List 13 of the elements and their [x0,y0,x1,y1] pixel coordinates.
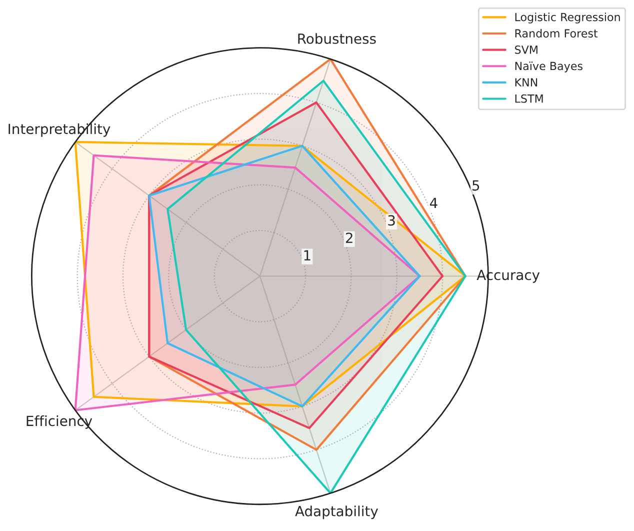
legend-label: Logistic Regression [515,12,620,24]
y-tick-label: 5 [472,180,480,191]
legend-label: LSTM [515,94,543,103]
y-tick-label: 1 [304,250,310,260]
y-tick-label: 3 [388,215,395,226]
y-tick-label: 4 [430,198,438,208]
legend-label: Random Forest [515,28,598,38]
legend-label: KNN [515,78,538,86]
y-tick-label: 2 [346,232,352,243]
spoke-label: Robustness [298,33,376,44]
legend-label: SVM [514,45,538,54]
spoke-label: Adaptability [295,506,378,520]
legend-label: Naïve Bayes [515,62,582,72]
